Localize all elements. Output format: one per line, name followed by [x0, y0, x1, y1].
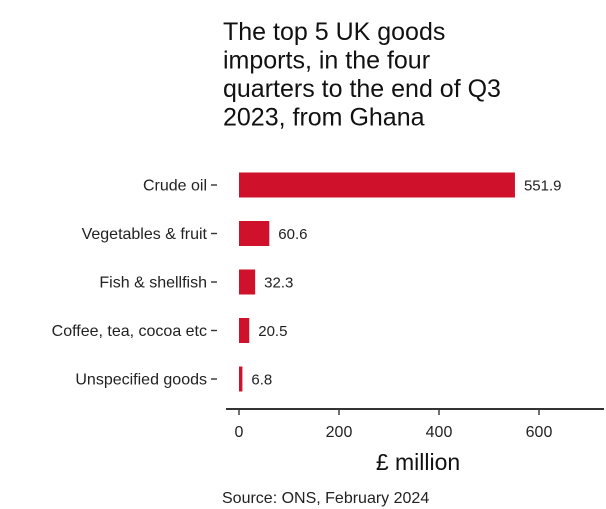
- bar: [239, 269, 256, 295]
- source-note: Source: ONS, February 2024: [222, 490, 429, 507]
- bar: [239, 318, 250, 343]
- category-label: Vegetables & fruit: [82, 226, 208, 243]
- x-tick-label: 400: [426, 424, 453, 441]
- category-label: Coffee, tea, cocoa etc: [52, 323, 207, 340]
- value-label: 60.6: [278, 226, 307, 243]
- chart-title-line: 2023, from Ghana: [223, 104, 425, 132]
- bars: [239, 172, 515, 392]
- bar: [239, 221, 270, 246]
- category-label: Crude oil: [143, 178, 207, 195]
- value-labels: 551.9 60.6 32.3 20.5 6.8: [251, 178, 561, 389]
- chart-title-line: quarters to the end of Q3: [223, 75, 501, 103]
- bar: [239, 172, 515, 198]
- x-axis: 0 200 400 600: [226, 408, 604, 441]
- x-axis-title: £ million: [376, 449, 460, 475]
- value-label: 551.9: [524, 178, 562, 195]
- category-label: Unspecified goods: [75, 372, 207, 389]
- category-tick-marks: [211, 184, 217, 380]
- value-label: 6.8: [251, 372, 272, 389]
- x-tick-label: 200: [326, 424, 353, 441]
- bar: [239, 366, 243, 392]
- chart-title-line: The top 5 UK goods: [223, 18, 445, 46]
- category-label: Fish & shellfish: [99, 275, 207, 292]
- value-label: 32.3: [264, 275, 293, 292]
- x-tick-label: 600: [526, 424, 553, 441]
- value-label: 20.5: [258, 323, 287, 340]
- chart-title-line: imports, in the four: [223, 47, 430, 75]
- category-labels: Crude oil Vegetables & fruit Fish & shellf…: [52, 178, 208, 389]
- x-tick-label: 0: [235, 424, 244, 441]
